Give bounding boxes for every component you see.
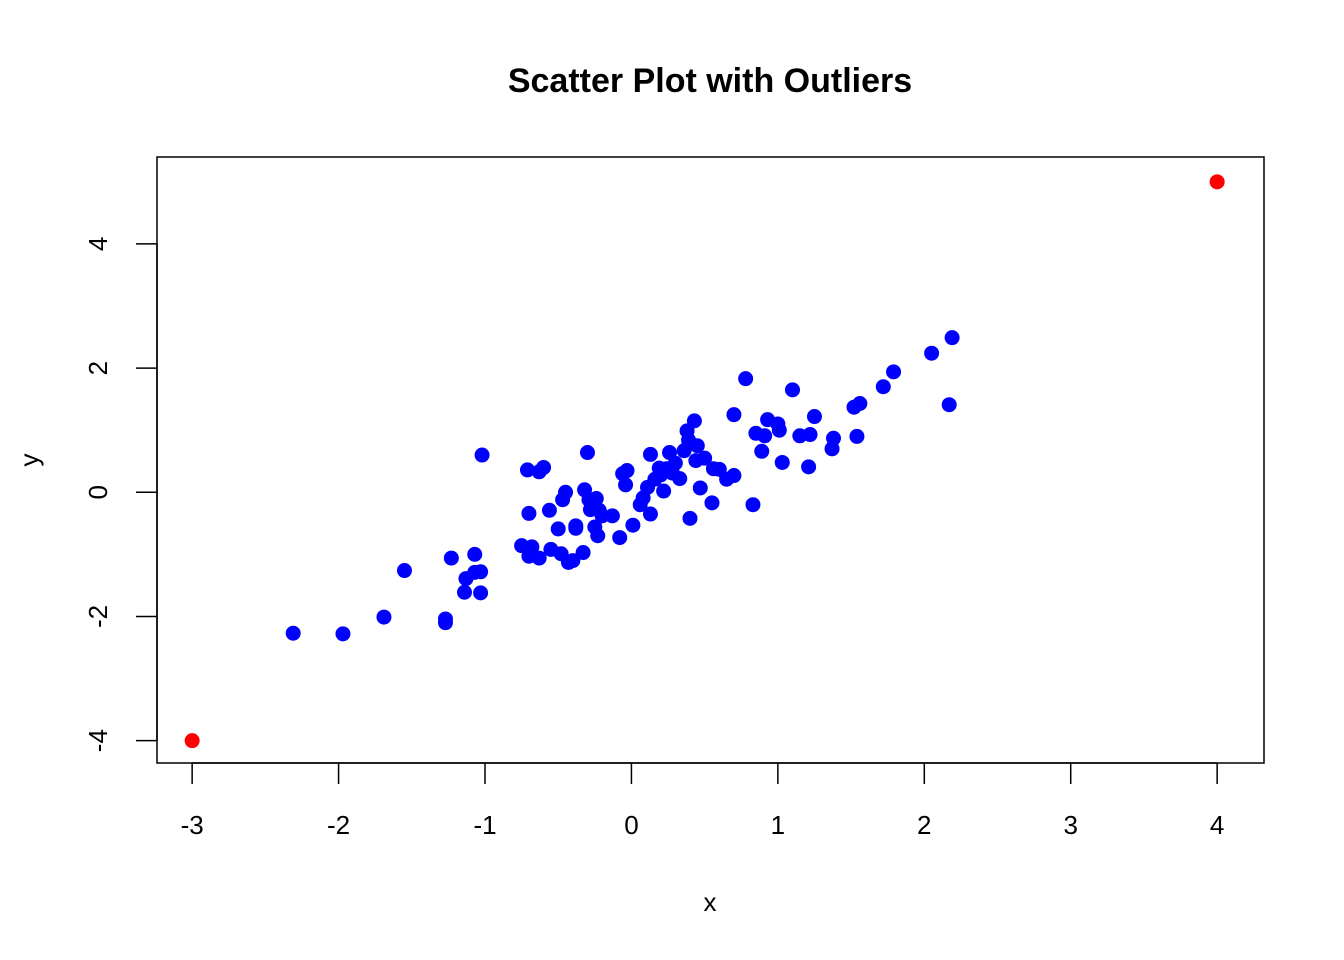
data-point xyxy=(437,615,453,631)
data-point xyxy=(550,521,566,537)
x-tick-label: -2 xyxy=(327,810,350,840)
data-point xyxy=(467,546,483,562)
data-point xyxy=(524,539,540,555)
y-tick-label: 4 xyxy=(83,237,113,251)
data-point xyxy=(536,459,552,475)
outlier-point xyxy=(1209,174,1225,190)
y-axis: -4 -2 0 2 4 xyxy=(83,237,158,752)
data-point xyxy=(521,505,537,521)
data-point xyxy=(558,484,574,500)
data-point xyxy=(618,477,634,493)
data-point xyxy=(944,330,960,346)
data-point xyxy=(625,517,641,533)
data-point xyxy=(376,609,392,625)
data-point xyxy=(656,483,672,499)
x-tick-label: 4 xyxy=(1210,810,1224,840)
data-point xyxy=(580,445,595,461)
data-point xyxy=(875,379,891,395)
x-tick-label: -3 xyxy=(181,810,204,840)
x-tick-label: 2 xyxy=(917,810,931,840)
data-point xyxy=(941,397,957,413)
data-point xyxy=(642,446,658,462)
data-point xyxy=(473,564,489,580)
data-point xyxy=(785,382,800,398)
data-point xyxy=(852,395,868,411)
data-point xyxy=(667,455,683,471)
x-tick-label: 1 xyxy=(771,810,785,840)
data-point xyxy=(682,510,698,526)
data-point xyxy=(704,495,720,511)
data-point xyxy=(924,345,940,361)
data-point xyxy=(642,506,658,522)
data-point xyxy=(541,502,557,518)
data-point xyxy=(457,584,472,600)
data-point xyxy=(692,480,708,496)
data-point xyxy=(575,545,591,561)
data-point xyxy=(474,447,490,463)
x-axis: -3 -2 -1 0 1 2 3 4 xyxy=(181,762,1224,840)
y-tick-label: -2 xyxy=(83,605,113,628)
data-point xyxy=(757,428,773,444)
data-point xyxy=(335,626,351,642)
data-point xyxy=(726,468,742,484)
data-point xyxy=(590,528,606,544)
data-point xyxy=(689,438,705,454)
data-point xyxy=(473,585,489,601)
x-tick-label: 0 xyxy=(624,810,638,840)
data-point xyxy=(754,443,770,459)
data-point xyxy=(806,409,822,425)
data-point xyxy=(738,371,754,387)
x-tick-label: 3 xyxy=(1063,810,1077,840)
data-point xyxy=(771,422,787,438)
y-tick-label: 0 xyxy=(83,485,113,499)
data-point xyxy=(672,471,688,487)
data-points xyxy=(184,174,1225,749)
data-point xyxy=(588,490,604,506)
data-point xyxy=(726,407,742,423)
data-point xyxy=(396,563,412,579)
data-point xyxy=(686,413,702,429)
data-point xyxy=(849,428,865,444)
data-point xyxy=(745,497,761,513)
data-point xyxy=(531,550,547,566)
data-point xyxy=(519,462,535,478)
data-point xyxy=(612,530,628,546)
data-point xyxy=(285,625,301,641)
data-point xyxy=(697,450,713,466)
x-tick-label: -1 xyxy=(473,810,496,840)
data-point xyxy=(443,550,459,566)
data-point xyxy=(604,508,620,524)
y-tick-label: 2 xyxy=(83,361,113,375)
data-point xyxy=(802,427,818,443)
data-point xyxy=(774,454,790,470)
data-point xyxy=(801,459,817,475)
outlier-point xyxy=(184,733,200,749)
data-point xyxy=(619,463,635,479)
y-axis-label: y xyxy=(14,454,44,467)
x-axis-label: x xyxy=(704,887,717,917)
data-point xyxy=(568,520,584,536)
data-point xyxy=(826,430,841,446)
chart-title: Scatter Plot with Outliers xyxy=(508,62,912,100)
data-point xyxy=(886,364,902,380)
data-point xyxy=(594,508,610,524)
y-tick-label: -4 xyxy=(83,729,113,752)
data-point xyxy=(565,553,581,569)
